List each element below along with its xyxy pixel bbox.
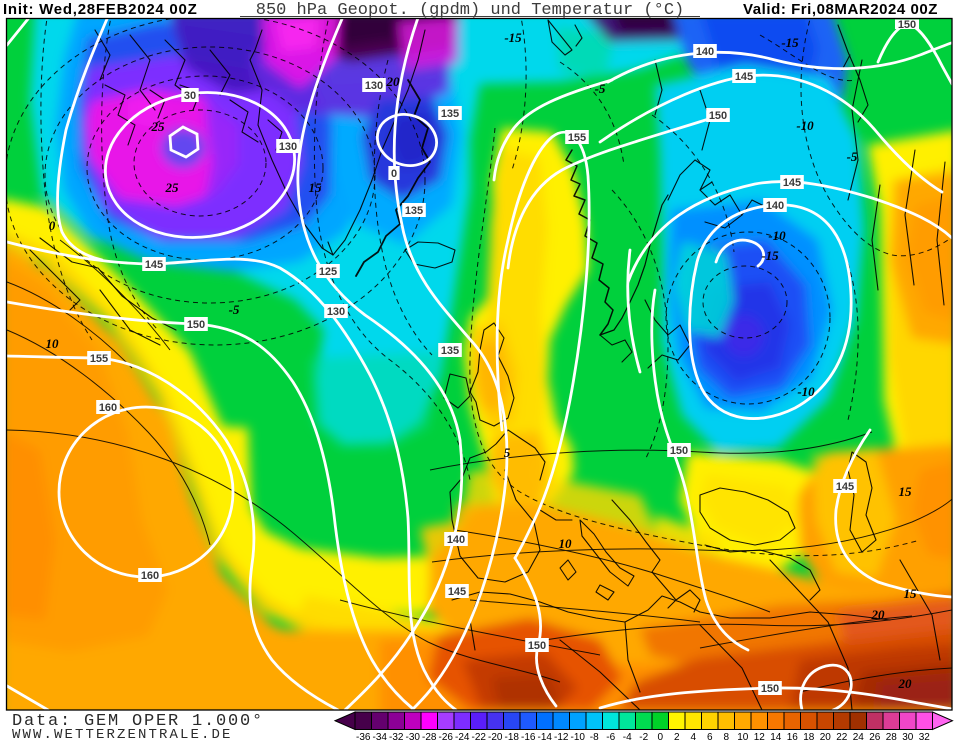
svg-text:145: 145 — [735, 71, 753, 83]
svg-text:0: 0 — [657, 732, 663, 741]
svg-text:10: 10 — [559, 536, 573, 551]
svg-text:-22: -22 — [472, 732, 487, 741]
svg-text:28: 28 — [886, 732, 898, 741]
svg-text:135: 135 — [441, 108, 459, 120]
svg-text:Valid: Fri,08MAR2024 00Z: Valid: Fri,08MAR2024 00Z — [743, 1, 938, 18]
svg-text:15: 15 — [904, 586, 918, 601]
svg-text:150: 150 — [528, 640, 546, 652]
svg-text:26: 26 — [869, 732, 881, 741]
svg-text:8: 8 — [723, 732, 729, 741]
svg-text:-15: -15 — [761, 248, 779, 263]
svg-text:4: 4 — [690, 732, 696, 741]
svg-text:Data: GEM OPER 1.000°: Data: GEM OPER 1.000° — [12, 712, 264, 731]
svg-text:-36: -36 — [356, 732, 371, 741]
svg-text:-15: -15 — [781, 35, 799, 50]
svg-text:155: 155 — [568, 132, 586, 144]
svg-text:-26: -26 — [439, 732, 454, 741]
svg-text:-10: -10 — [768, 228, 786, 243]
svg-text:160: 160 — [99, 402, 117, 414]
svg-text:-24: -24 — [455, 732, 470, 741]
svg-text:140: 140 — [447, 534, 465, 546]
svg-text:-10: -10 — [796, 118, 814, 133]
svg-text:20: 20 — [898, 676, 913, 691]
svg-text:15: 15 — [899, 484, 913, 499]
svg-text:-14: -14 — [538, 732, 553, 741]
svg-text:10: 10 — [46, 336, 60, 351]
svg-text:-10: -10 — [797, 384, 815, 399]
svg-text:5: 5 — [504, 445, 511, 460]
svg-text:-12: -12 — [554, 732, 569, 741]
svg-text:145: 145 — [448, 586, 466, 598]
svg-text:2: 2 — [674, 732, 680, 741]
svg-text:125: 125 — [319, 266, 337, 278]
svg-text:-10: -10 — [571, 732, 586, 741]
svg-text:130: 130 — [279, 141, 297, 153]
svg-text:135: 135 — [441, 345, 459, 357]
svg-text:150: 150 — [670, 445, 688, 457]
svg-text:18: 18 — [803, 732, 815, 741]
svg-text:0: 0 — [391, 168, 397, 180]
svg-text:150: 150 — [898, 19, 916, 31]
svg-text:32: 32 — [919, 732, 931, 741]
svg-text:16: 16 — [787, 732, 799, 741]
svg-text:140: 140 — [766, 200, 784, 212]
svg-text:12: 12 — [754, 732, 766, 741]
svg-text:-2: -2 — [639, 732, 648, 741]
svg-text:24: 24 — [853, 732, 865, 741]
svg-text:-15: -15 — [504, 30, 522, 45]
svg-text:30: 30 — [902, 732, 914, 741]
svg-text:-6: -6 — [606, 732, 615, 741]
svg-text:14: 14 — [770, 732, 782, 741]
svg-text:Init: Wed,28FEB2024 00Z: Init: Wed,28FEB2024 00Z — [3, 1, 198, 18]
svg-text:-5: -5 — [229, 302, 240, 317]
svg-text:-30: -30 — [406, 732, 421, 741]
svg-text:-28: -28 — [422, 732, 437, 741]
svg-text:20: 20 — [871, 607, 886, 622]
svg-text:135: 135 — [405, 205, 423, 217]
svg-text:160: 160 — [141, 570, 159, 582]
svg-text:145: 145 — [783, 177, 801, 189]
svg-text:15: 15 — [309, 180, 323, 195]
svg-text:140: 140 — [696, 46, 714, 58]
svg-text:-4: -4 — [623, 732, 632, 741]
svg-text:-5: -5 — [847, 149, 858, 164]
svg-text:-32: -32 — [389, 732, 404, 741]
svg-text:850 hPa Geopot. (gpdm) und Tem: 850 hPa Geopot. (gpdm) und Temperatur (°… — [256, 1, 684, 20]
svg-text:155: 155 — [90, 353, 108, 365]
svg-text:20: 20 — [386, 74, 401, 89]
svg-text:30: 30 — [184, 90, 196, 102]
svg-text:-16: -16 — [521, 732, 536, 741]
svg-text:20: 20 — [820, 732, 832, 741]
svg-text:145: 145 — [836, 481, 854, 493]
svg-text:10: 10 — [737, 732, 749, 741]
svg-text:-18: -18 — [505, 732, 520, 741]
svg-text:25: 25 — [151, 119, 166, 134]
svg-text:22: 22 — [836, 732, 848, 741]
svg-text:-34: -34 — [373, 732, 388, 741]
svg-text:130: 130 — [365, 80, 383, 92]
svg-text:0: 0 — [49, 218, 56, 233]
svg-text:-20: -20 — [488, 732, 503, 741]
svg-text:130: 130 — [327, 306, 345, 318]
svg-text:-5: -5 — [595, 81, 606, 96]
svg-text:145: 145 — [145, 259, 163, 271]
svg-text:150: 150 — [761, 683, 779, 695]
svg-text:25: 25 — [165, 180, 180, 195]
svg-text:WWW.WETTERZENTRALE.DE: WWW.WETTERZENTRALE.DE — [12, 727, 233, 741]
svg-text:-8: -8 — [590, 732, 599, 741]
svg-text:6: 6 — [707, 732, 713, 741]
svg-text:150: 150 — [187, 319, 205, 331]
svg-text:150: 150 — [709, 110, 727, 122]
